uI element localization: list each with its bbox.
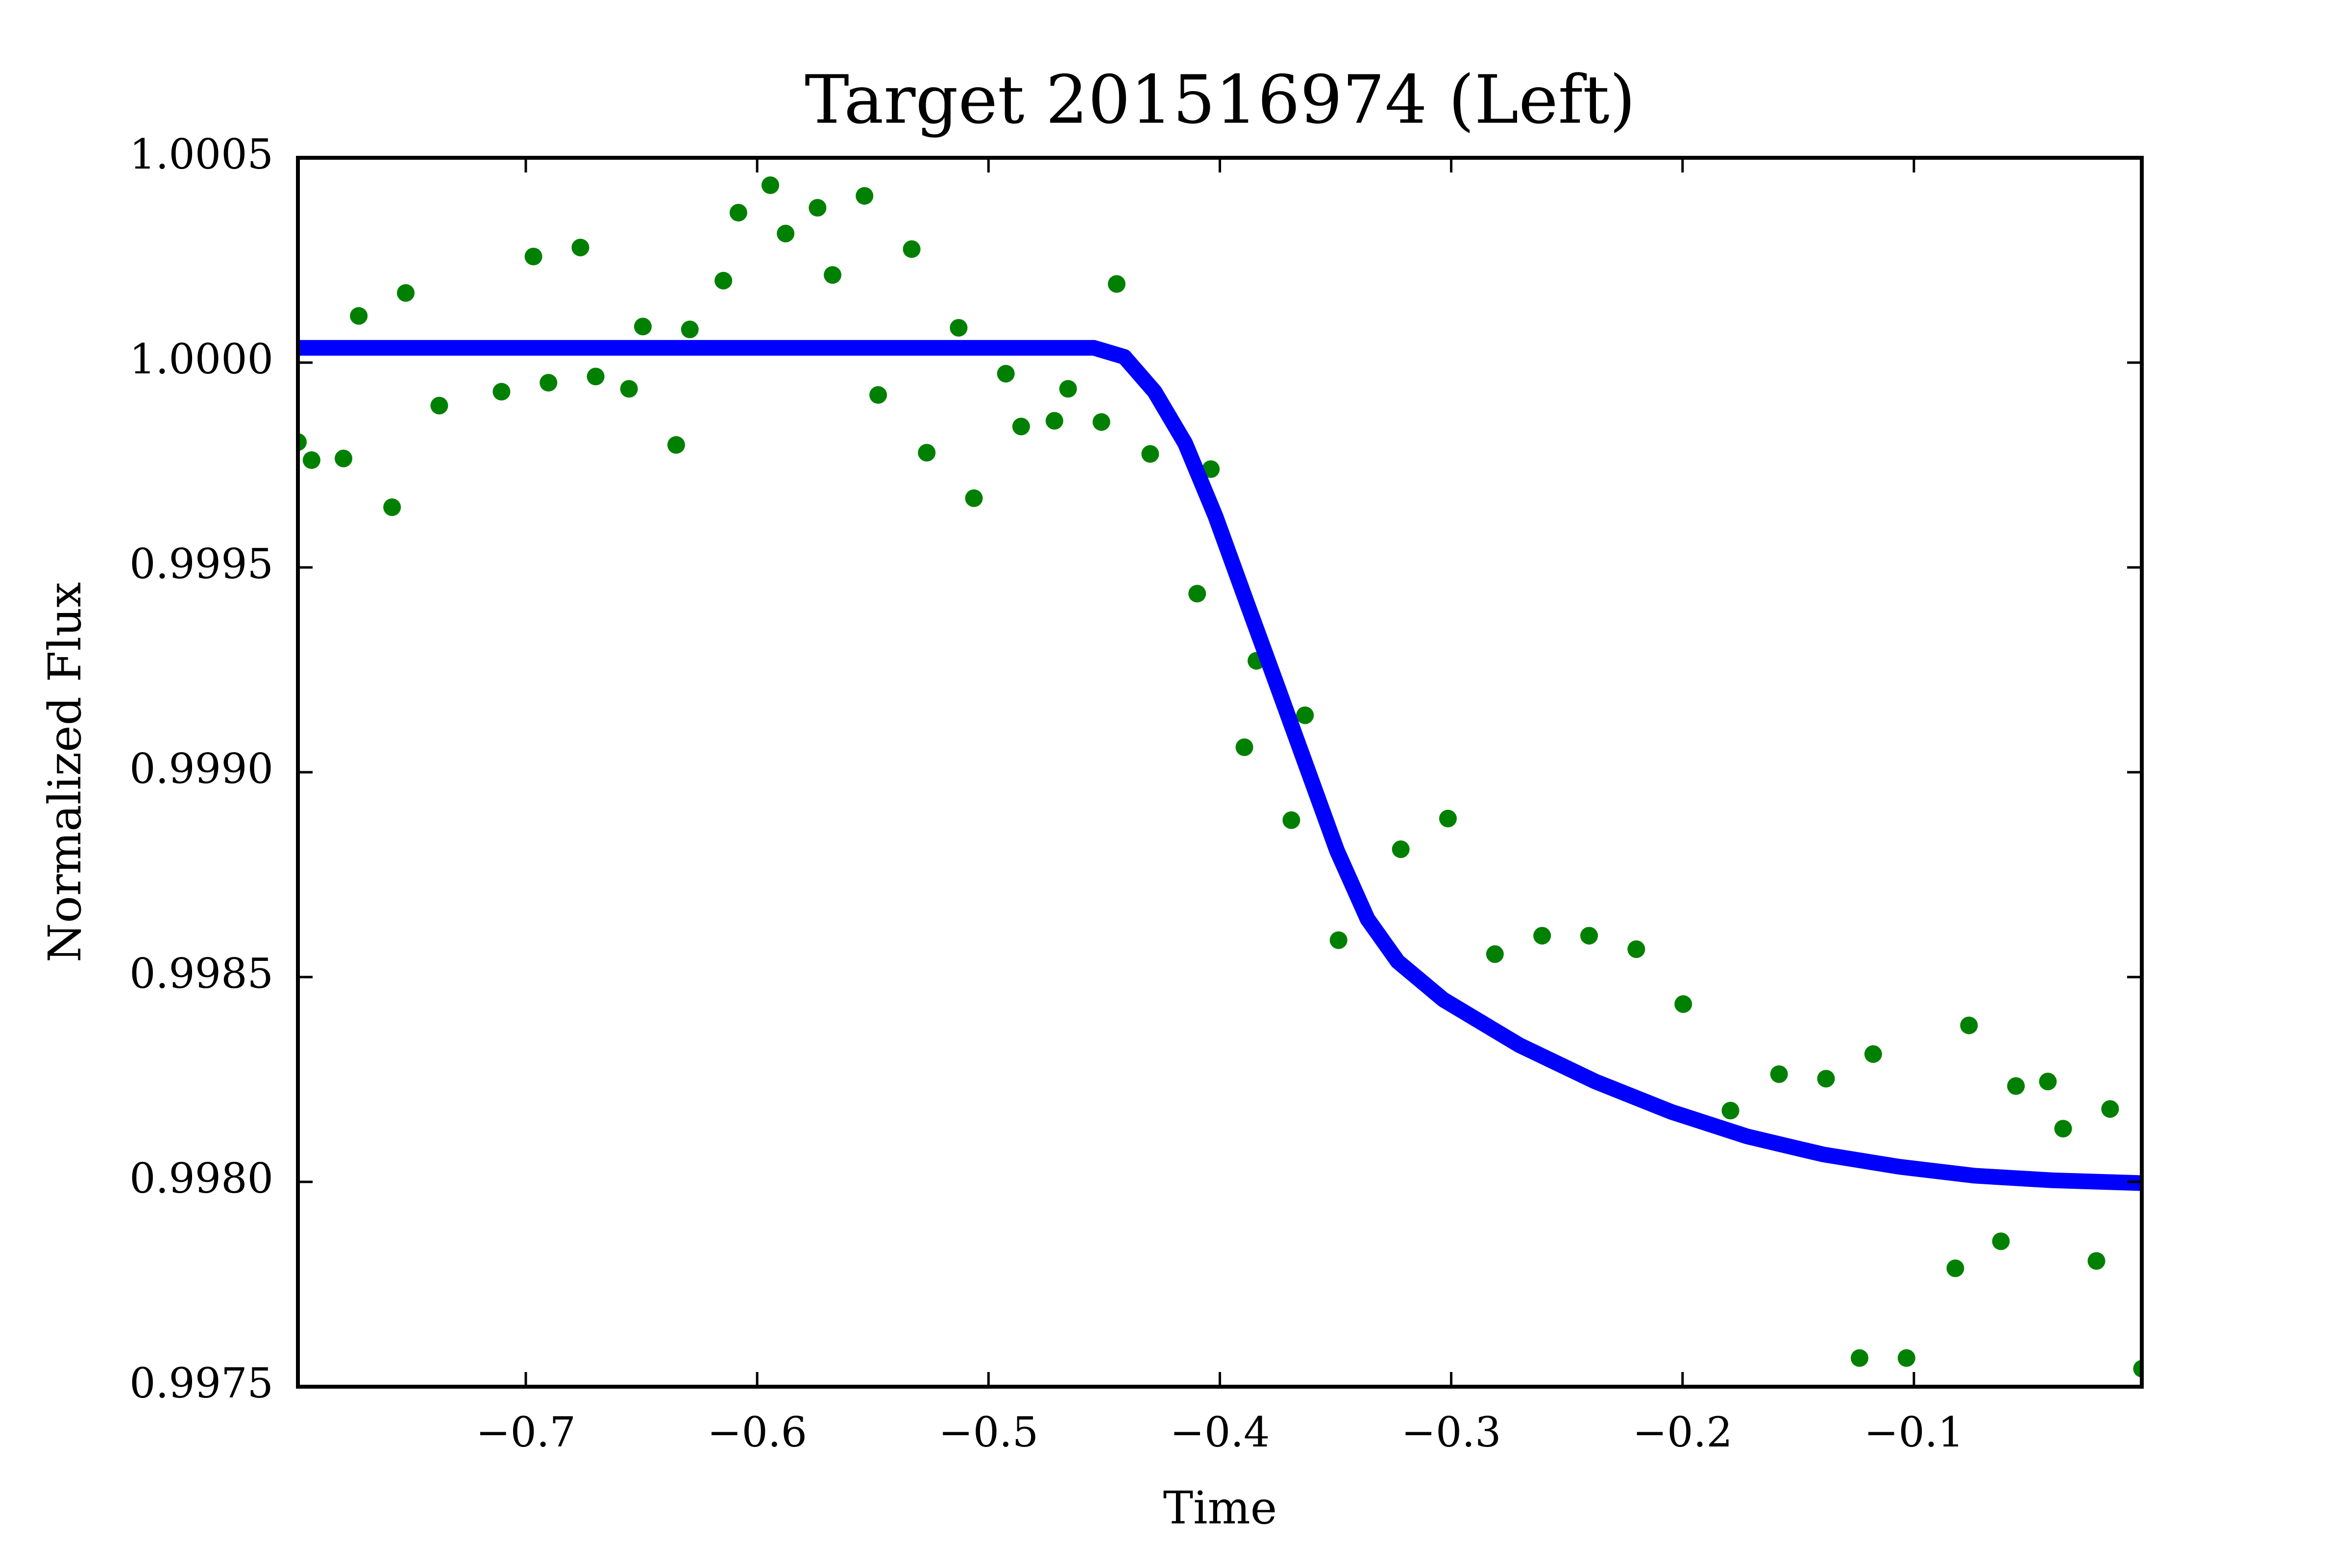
- data-point: [298, 433, 307, 451]
- data-point: [620, 380, 638, 398]
- data-point: [1012, 417, 1030, 436]
- x-tick-label: −0.4: [1170, 1408, 1270, 1456]
- y-axis-label: Normalized Flux: [39, 582, 91, 962]
- data-point: [1092, 413, 1110, 431]
- data-point: [918, 443, 936, 462]
- data-point: [383, 498, 401, 516]
- data-point: [1282, 811, 1300, 829]
- data-point: [1235, 738, 1253, 757]
- data-point: [634, 318, 652, 336]
- data-point: [1107, 275, 1126, 293]
- data-point: [1188, 585, 1206, 603]
- data-point: [539, 373, 558, 392]
- data-point: [1897, 1349, 1915, 1367]
- y-tick-label: 0.9990: [129, 745, 273, 793]
- data-point: [2007, 1077, 2025, 1095]
- data-point: [1946, 1259, 1964, 1277]
- data-point: [2087, 1252, 2106, 1270]
- x-tick-label: −0.7: [476, 1408, 576, 1456]
- data-point: [729, 204, 747, 222]
- data-point: [1202, 460, 1220, 478]
- data-point: [903, 240, 921, 258]
- y-tick-label: 0.9975: [129, 1359, 273, 1407]
- data-point: [335, 449, 353, 467]
- data-point: [856, 187, 874, 205]
- data-point: [1533, 927, 1551, 945]
- data-point: [1329, 931, 1348, 949]
- x-axis-label: Time: [1163, 1482, 1277, 1534]
- data-point: [1864, 1045, 1882, 1063]
- data-point: [761, 176, 780, 195]
- data-point: [997, 365, 1015, 383]
- data-point: [350, 307, 368, 325]
- data-point: [430, 396, 448, 415]
- data-point: [2101, 1100, 2119, 1118]
- data-point: [869, 386, 887, 404]
- data-point: [808, 198, 827, 217]
- data-point: [492, 383, 511, 401]
- y-tick-label: 1.0000: [129, 335, 273, 383]
- data-point: [1817, 1070, 1835, 1088]
- data-point: [1392, 840, 1410, 858]
- data-point: [1439, 809, 1457, 828]
- data-point: [681, 320, 699, 339]
- data-point: [1960, 1016, 1978, 1034]
- data-point: [302, 451, 320, 469]
- data-point: [2133, 1360, 2142, 1378]
- data-point: [950, 318, 968, 337]
- data-point: [714, 271, 733, 290]
- data-point: [1045, 412, 1063, 430]
- data-point: [965, 489, 983, 507]
- x-tick-label: −0.1: [1864, 1408, 1964, 1456]
- x-tick-label: −0.3: [1401, 1408, 1501, 1456]
- data-point: [397, 284, 415, 302]
- data-point: [2039, 1073, 2057, 1091]
- data-point: [1486, 945, 1504, 963]
- plot-area: [298, 176, 2142, 1378]
- data-point: [1770, 1065, 1788, 1083]
- y-tick-label: 0.9980: [129, 1154, 273, 1202]
- data-point: [777, 224, 795, 243]
- x-tick-label: −0.5: [938, 1408, 1038, 1456]
- data-point: [1296, 706, 1314, 724]
- x-tick-label: −0.6: [707, 1408, 807, 1456]
- data-point: [2054, 1120, 2072, 1138]
- data-point: [1674, 995, 1692, 1013]
- y-tick-label: 0.9995: [129, 540, 273, 588]
- data-point: [1992, 1232, 2010, 1250]
- data-point: [1580, 927, 1598, 945]
- data-point: [667, 436, 685, 454]
- data-point: [587, 368, 605, 386]
- data-point: [524, 247, 542, 266]
- data-point: [824, 266, 842, 284]
- x-tick-label: −0.2: [1633, 1408, 1733, 1456]
- data-point: [1850, 1349, 1868, 1367]
- data-point: [1721, 1102, 1740, 1120]
- model-line: [298, 340, 2142, 1191]
- data-point: [1141, 445, 1159, 463]
- chart-title: Target 201516974 (Left): [805, 62, 1636, 139]
- data-point: [1627, 940, 1645, 958]
- y-tick-label: 1.0005: [129, 130, 273, 178]
- data-point: [571, 239, 589, 257]
- y-tick-label: 0.9985: [129, 950, 273, 998]
- data-point: [1059, 380, 1077, 398]
